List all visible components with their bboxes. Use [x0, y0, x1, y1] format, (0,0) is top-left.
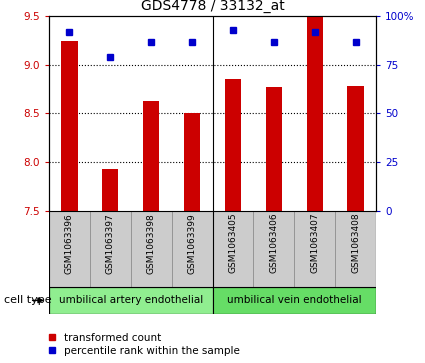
Text: cell type: cell type [4, 295, 52, 305]
Bar [212, 211, 253, 287]
Text: GSM1063406: GSM1063406 [269, 213, 278, 273]
Bar [335, 211, 376, 287]
Bar [143, 101, 159, 211]
Bar [90, 211, 131, 287]
Bar [172, 211, 212, 287]
Text: GSM1063408: GSM1063408 [351, 213, 360, 273]
Bar [266, 87, 282, 211]
Text: GSM1063399: GSM1063399 [187, 213, 196, 274]
Bar [49, 287, 212, 314]
Bar [212, 287, 376, 314]
Bar [49, 211, 90, 287]
Bar [294, 211, 335, 287]
Text: GSM1063405: GSM1063405 [229, 213, 238, 273]
Bar [184, 113, 200, 211]
Bar [102, 169, 119, 211]
Text: umbilical artery endothelial: umbilical artery endothelial [59, 295, 203, 305]
Bar [225, 79, 241, 211]
Legend: transformed count, percentile rank within the sample: transformed count, percentile rank withi… [48, 333, 240, 356]
Bar [348, 86, 364, 211]
Bar [131, 211, 172, 287]
Text: GSM1063407: GSM1063407 [310, 213, 319, 273]
Bar [253, 211, 294, 287]
Text: GSM1063398: GSM1063398 [147, 213, 156, 274]
Text: GSM1063396: GSM1063396 [65, 213, 74, 274]
Bar [306, 16, 323, 211]
Text: umbilical vein endothelial: umbilical vein endothelial [227, 295, 362, 305]
Bar [61, 41, 77, 211]
Text: GSM1063397: GSM1063397 [106, 213, 115, 274]
Title: GDS4778 / 33132_at: GDS4778 / 33132_at [141, 0, 284, 13]
